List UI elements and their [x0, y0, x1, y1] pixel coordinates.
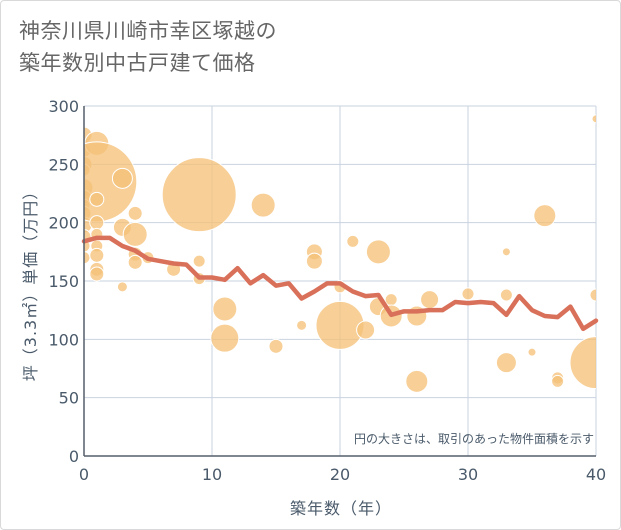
bubble-point-61 [569, 336, 596, 390]
y-tick-label-250: 250 [48, 155, 79, 174]
bubble-point-27 [127, 254, 143, 270]
bubble-point-42 [346, 234, 360, 248]
bubble-point-23 [116, 281, 128, 293]
x-tick-label-0: 0 [79, 465, 89, 484]
bubble-point-40 [315, 300, 365, 350]
bubble-point-55 [527, 347, 537, 357]
bubble-point-24 [127, 205, 143, 221]
bubble-point-59 [591, 114, 596, 124]
y-tick-label-300: 300 [48, 97, 79, 116]
bubble-point-35 [250, 192, 276, 218]
x-axis-label: 築年数（年） [290, 499, 392, 518]
bubble-point-56 [533, 204, 557, 228]
bubble-point-39 [305, 252, 323, 270]
y-tick-label-0: 0 [69, 447, 79, 466]
bubble-point-54 [495, 352, 517, 374]
bubble-point-18 [89, 247, 105, 263]
bubble-point-50 [420, 290, 440, 310]
bubble-point-43 [356, 320, 376, 340]
x-tick-label-40: 40 [586, 465, 606, 484]
bubble-point-14 [89, 191, 105, 207]
bubble-point-33 [212, 296, 238, 322]
bubble-point-46 [384, 293, 398, 307]
chart-title-line-2: 築年数別中古戸建て価格 [19, 51, 256, 75]
bubble-point-21 [111, 167, 133, 189]
bubble-series [84, 114, 596, 393]
x-tick-label-10: 10 [202, 465, 222, 484]
y-tick-label-200: 200 [48, 214, 79, 233]
x-tick-label-30: 30 [458, 465, 478, 484]
x-tick-label-20: 20 [330, 465, 350, 484]
bubble-point-34 [210, 323, 240, 353]
y-axis-label: 坪（3.3㎡）単価（万円） [21, 183, 40, 381]
bubble-point-52 [501, 247, 511, 257]
bubble-point-44 [365, 239, 391, 265]
bubble-point-49 [405, 369, 429, 393]
bubble-point-25 [122, 221, 148, 247]
y-tick-label-150: 150 [48, 272, 79, 291]
bubble-point-60 [589, 288, 596, 302]
bubble-point-30 [161, 157, 237, 233]
bubble-point-37 [296, 319, 308, 331]
trend-line [81, 235, 599, 332]
chart-title-line-1: 神奈川県川崎市幸区塚越の [19, 19, 277, 43]
trend-line-group [81, 235, 599, 332]
y-tick-label-100: 100 [48, 330, 79, 349]
y-tick-label-50: 50 [59, 389, 79, 408]
bubble-point-53 [499, 288, 513, 302]
chart-title: 神奈川県川崎市幸区塚越の 築年数別中古戸建て価格 [19, 15, 277, 79]
bubble-point-51 [461, 287, 475, 301]
bubble-point-36 [268, 338, 284, 354]
bubble-point-15 [89, 215, 105, 231]
bubble-point-58 [551, 374, 565, 388]
axes: 0 50 100 150 200 250 300 0 10 20 30 40 [48, 97, 606, 484]
bubble-point-31 [192, 254, 206, 268]
size-note: 円の大きさは、取引のあった物件面積を示す [354, 431, 594, 446]
bubble-point-20 [89, 266, 105, 282]
